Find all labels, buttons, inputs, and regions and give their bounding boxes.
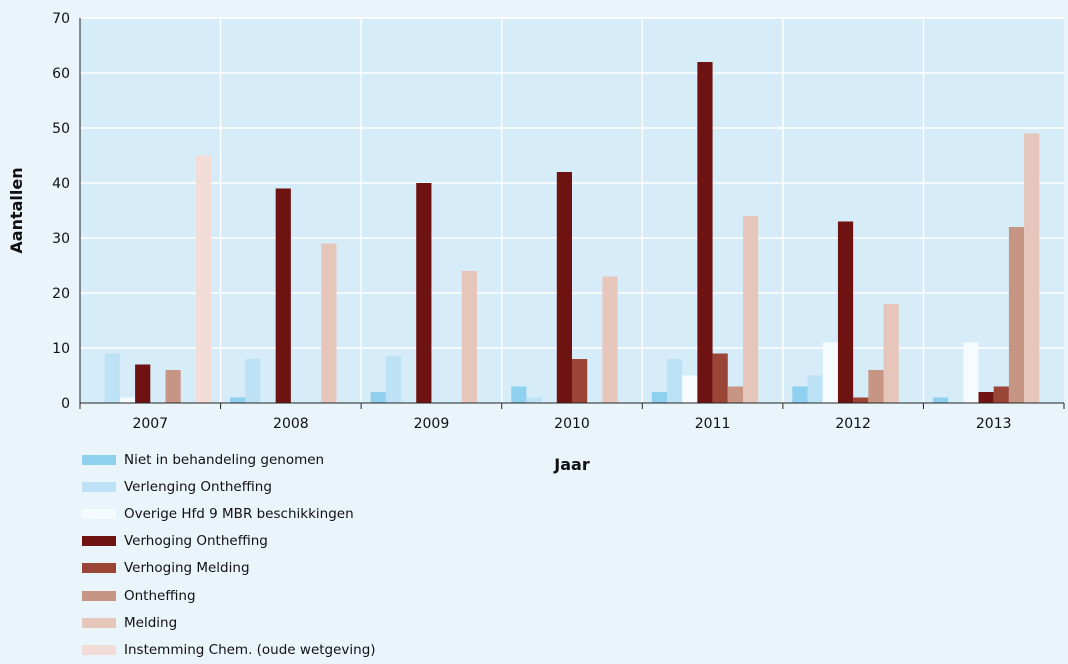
x-tick-label: 2007 [132,416,168,432]
bar-2007-ontheffing [165,370,181,403]
y-tick-label: 70 [52,11,70,27]
bar-2007-verlenging-ontheffing [104,353,120,403]
y-tick-labels: 0 10 20 30 40 50 60 70 [52,11,70,412]
legend-swatch [82,590,116,601]
x-tick-label: 2012 [835,416,871,432]
legend-label: Overige Hfd 9 MBR beschikkingen [124,505,354,522]
legend-item: Verhoging Ontheffing [82,528,376,555]
legend-label: Melding [124,614,178,631]
y-tick-label: 20 [52,286,70,302]
axes [79,18,1065,409]
bar-2013-verhoging-melding [993,386,1009,403]
x-tick-label: 2011 [695,416,731,432]
legend-swatch [82,508,116,519]
legend-swatch [82,536,116,547]
bars [104,62,1040,403]
bar-2011-verlenging-ontheffing [666,359,683,403]
bar-2008-niet-in-behandeling-genomen [230,397,246,403]
bar-2009-verhoging-ontheffing [416,183,432,403]
legend-label: Verlenging Ontheffing [124,478,272,495]
y-tick-label: 10 [52,341,70,357]
bar-2012-niet-in-behandeling-genomen [792,386,808,403]
bar-2011-ontheffing [727,386,743,403]
bar-2008-verlenging-ontheffing [245,359,261,403]
bar-2012-verhoging-melding [853,397,869,403]
x-tick-label: 2008 [273,416,309,432]
legend-swatch [82,563,116,574]
y-axis-title: Aantallen [7,167,26,253]
legend-label: Verhoging Melding [124,560,250,577]
legend-label: Verhoging Ontheffing [124,533,268,550]
bar-2009-niet-in-behandeling-genomen [370,392,386,403]
bar-2013-verhoging-ontheffing [978,392,994,403]
bar-2009-verlenging-ontheffing [385,356,402,403]
legend-label: Instemming Chem. (oude wetgeving) [124,641,376,658]
bar-2012-verlenging-ontheffing [807,375,823,403]
bar-2008-melding [321,243,337,403]
bar-2012-ontheffing [868,370,884,403]
legend-swatch [82,454,116,465]
bar-2010-niet-in-behandeling-genomen [511,386,527,403]
bar-2012-melding [883,304,899,403]
y-tick-label: 30 [52,231,70,247]
y-tick-label: 0 [61,396,70,412]
bar-2010-verhoging-ontheffing [556,172,572,403]
legend-item: Verhoging Melding [82,555,376,582]
legend-swatch [82,481,116,492]
legend-swatch [82,617,116,628]
bar-2013-niet-in-behandeling-genomen [932,397,949,403]
legend-swatch [82,644,116,655]
bar-2011-verhoging-melding [712,353,728,403]
legend-item: Verlenging Ontheffing [82,473,376,500]
bar-2009-melding [461,271,478,403]
bar-2010-melding [602,276,618,403]
legend: Niet in behandeling genomen Verlenging On… [82,446,376,664]
legend-item: Instemming Chem. (oude wetgeving) [82,636,376,663]
bar-2007-overige-hfd-9-mbr-beschikkingen [119,397,136,403]
y-tick-label: 60 [52,66,70,82]
legend-item: Overige Hfd 9 MBR beschikkingen [82,500,376,527]
bar-2013-melding [1024,133,1040,403]
bar-2013-ontheffing [1008,227,1025,403]
legend-label: Ontheffing [124,587,196,604]
bar-2011-overige-hfd-9-mbr-beschikkingen [682,375,698,403]
legend-label: Niet in behandeling genomen [124,451,325,468]
y-tick-label: 40 [52,176,70,192]
x-tick-labels: 2007 2008 2009 2010 2011 2012 2013 [132,416,1011,432]
x-tick-label: 2013 [976,416,1012,432]
x-tick-label: 2009 [414,416,450,432]
legend-item: Ontheffing [82,582,376,609]
y-tick-label: 50 [52,121,70,137]
bar-2012-verhoging-ontheffing [837,221,854,403]
x-tick-label: 2010 [554,416,590,432]
bar-2012-overige-hfd-9-mbr-beschikkingen [822,342,838,403]
bar-2013-overige-hfd-9-mbr-beschikkingen [963,342,979,403]
bar-2008-verhoging-ontheffing [275,188,291,403]
bar-2010-verlenging-ontheffing [526,397,542,403]
x-axis-title: Jaar [553,455,590,474]
bar-2011-melding [742,216,759,403]
bar-2007-verhoging-ontheffing [135,364,151,403]
bar-2011-verhoging-ontheffing [697,62,713,403]
legend-item: Melding [82,609,376,636]
bar-2007-instemming-chem-oude-wetgeving [195,155,212,403]
bar-2011-niet-in-behandeling-genomen [651,392,667,403]
legend-item: Niet in behandeling genomen [82,446,376,473]
bar-2010-verhoging-melding [572,359,588,403]
